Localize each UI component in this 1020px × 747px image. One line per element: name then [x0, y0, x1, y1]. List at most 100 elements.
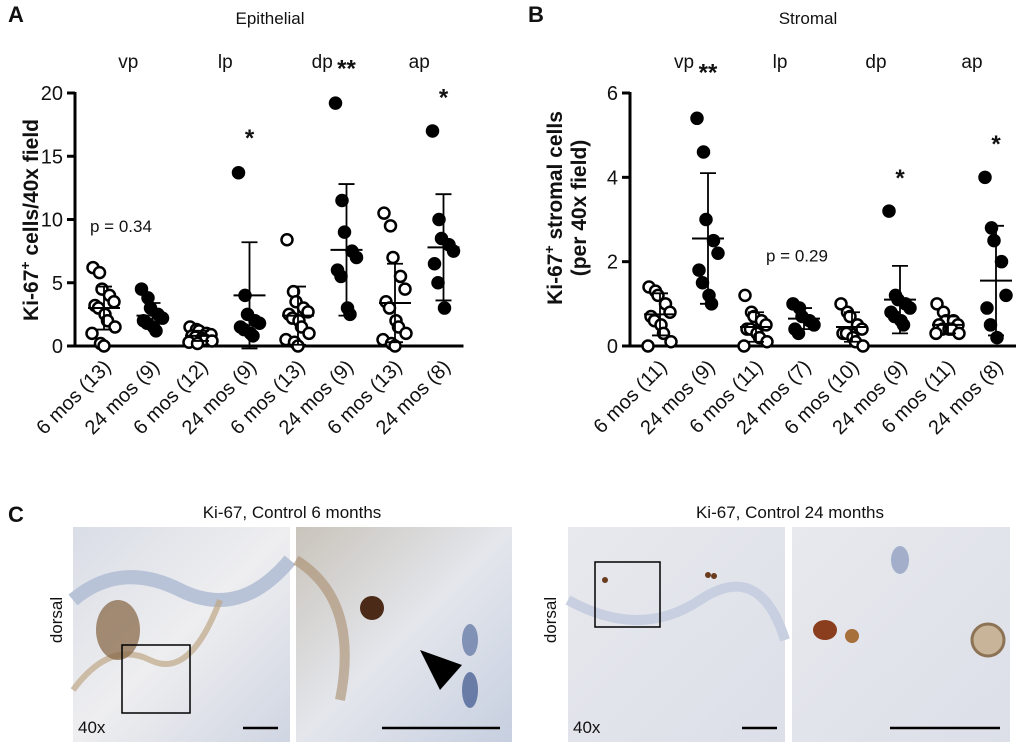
data-point	[431, 276, 445, 290]
data-point	[437, 301, 452, 315]
y-tick-label: 0	[607, 336, 618, 358]
y-axis-label-part: +	[17, 261, 33, 269]
data-point	[641, 339, 655, 353]
data-point	[696, 145, 711, 159]
y-tick-label: 2	[607, 252, 618, 274]
panel-label: C	[8, 502, 24, 527]
y-tick-label: 5	[52, 273, 63, 295]
sd-bar	[241, 241, 258, 350]
sd-bar	[387, 262, 403, 344]
data-point	[994, 254, 1009, 269]
data-point	[425, 124, 440, 138]
data-point	[903, 301, 917, 315]
sd-bar	[338, 183, 355, 317]
annotation: *	[895, 165, 905, 192]
annotation: p = 0.29	[766, 247, 828, 266]
sd-bar	[700, 172, 716, 305]
y-axis-label-part: Ki-67	[20, 270, 43, 321]
data-point	[738, 288, 752, 303]
group-label: dp	[312, 52, 333, 73]
data-point	[699, 212, 713, 227]
data-point	[999, 288, 1013, 303]
data-point	[280, 232, 294, 247]
data-point	[386, 250, 400, 265]
sd-bar	[796, 307, 812, 331]
side-label: dorsal	[47, 597, 66, 643]
data-point	[432, 212, 446, 227]
y-axis-label-part: cells/40x field	[20, 119, 43, 261]
sd-bar	[96, 285, 112, 331]
data-point	[664, 335, 678, 349]
magnification: 40x	[573, 718, 601, 737]
data-point	[92, 265, 107, 280]
y-tick-label: 0	[52, 336, 63, 358]
data-point	[978, 170, 992, 185]
data-point	[695, 276, 710, 290]
micrograph-title: Ki-67, Control 6 months	[203, 503, 382, 522]
data-point	[882, 204, 896, 218]
data-point	[335, 193, 349, 208]
annotation: **	[337, 56, 356, 83]
data-point	[427, 257, 442, 271]
data-point	[134, 282, 149, 296]
panel-label: B	[528, 2, 544, 27]
sd-bar	[988, 224, 1004, 337]
annotation: *	[245, 125, 255, 152]
y-axis-label: Ki-67+ stromal cells	[541, 111, 567, 305]
data-point	[377, 206, 391, 220]
chart-title: Stromal	[779, 9, 838, 28]
data-point	[337, 225, 352, 239]
y-tick-label: 15	[41, 146, 63, 168]
micrograph-title: Ki-67, Control 24 months	[696, 503, 884, 522]
data-point	[791, 326, 806, 341]
group-label: ap	[961, 52, 982, 73]
data-point	[856, 339, 870, 353]
micrograph	[296, 527, 512, 742]
micrograph	[568, 527, 785, 742]
data-point	[301, 305, 315, 319]
y-tick-label: 4	[607, 167, 618, 189]
data-point	[349, 250, 364, 265]
magnification: 40x	[78, 718, 106, 737]
group-label: lp	[218, 52, 233, 73]
data-point	[663, 305, 677, 320]
sd-bar	[290, 285, 306, 346]
data-point	[302, 326, 316, 341]
annotation: p = 0.34	[90, 217, 152, 236]
data-point	[393, 269, 408, 284]
annotation: **	[699, 59, 718, 86]
data-point	[231, 165, 246, 180]
micrographs	[68, 527, 1010, 742]
chart-title: Epithelial	[236, 9, 305, 28]
data-point	[855, 322, 869, 336]
data-point	[97, 339, 111, 353]
data-point	[759, 318, 773, 332]
data-point	[737, 339, 751, 353]
annotation: *	[439, 85, 449, 112]
data-point	[334, 269, 348, 284]
data-point	[155, 311, 170, 325]
data-point	[446, 244, 461, 258]
y-axis-label-part: stromal cells	[544, 111, 567, 245]
data-point	[983, 318, 998, 332]
y-axis-label-part: Ki-67	[544, 254, 567, 305]
data-point	[252, 316, 267, 330]
group-label: ap	[409, 52, 430, 73]
data-point	[398, 282, 412, 296]
group-label: vp	[674, 52, 694, 73]
data-point	[328, 96, 343, 110]
panel-label: A	[8, 2, 24, 27]
sd-bar	[193, 329, 209, 342]
data-point	[930, 297, 944, 311]
group-label: lp	[773, 52, 788, 73]
y-tick-label: 20	[41, 83, 63, 105]
sd-bar	[892, 264, 908, 335]
data-point	[929, 326, 943, 341]
group-label: dp	[865, 52, 886, 73]
data-point	[399, 326, 413, 341]
data-point	[690, 111, 704, 126]
group-label: vp	[118, 52, 138, 73]
sd-bar	[940, 315, 956, 335]
sd-bar	[844, 311, 860, 343]
